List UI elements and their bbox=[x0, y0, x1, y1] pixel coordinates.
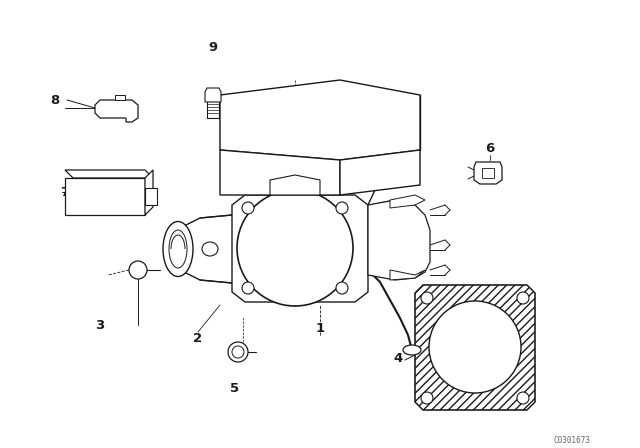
Polygon shape bbox=[65, 178, 145, 215]
Polygon shape bbox=[205, 88, 221, 102]
Circle shape bbox=[232, 346, 244, 358]
Ellipse shape bbox=[399, 270, 421, 277]
Polygon shape bbox=[115, 95, 125, 100]
Circle shape bbox=[421, 292, 433, 304]
Ellipse shape bbox=[399, 252, 421, 259]
Circle shape bbox=[517, 292, 529, 304]
Circle shape bbox=[242, 282, 254, 294]
Text: 6: 6 bbox=[485, 142, 495, 155]
Circle shape bbox=[336, 282, 348, 294]
Circle shape bbox=[421, 392, 433, 404]
Polygon shape bbox=[368, 200, 430, 280]
Polygon shape bbox=[232, 195, 368, 302]
Ellipse shape bbox=[399, 243, 421, 250]
Polygon shape bbox=[270, 175, 320, 195]
Ellipse shape bbox=[163, 221, 193, 276]
Polygon shape bbox=[220, 150, 340, 195]
Text: 8: 8 bbox=[51, 94, 60, 107]
Circle shape bbox=[517, 392, 529, 404]
Ellipse shape bbox=[399, 234, 421, 241]
Polygon shape bbox=[340, 150, 420, 195]
Polygon shape bbox=[65, 170, 153, 178]
Polygon shape bbox=[95, 100, 138, 122]
Circle shape bbox=[242, 202, 254, 214]
Polygon shape bbox=[145, 170, 153, 215]
Circle shape bbox=[228, 342, 248, 362]
Circle shape bbox=[237, 190, 353, 306]
Ellipse shape bbox=[399, 225, 421, 232]
Polygon shape bbox=[390, 270, 425, 280]
Polygon shape bbox=[415, 285, 535, 410]
Text: 4: 4 bbox=[394, 352, 403, 365]
Circle shape bbox=[429, 301, 521, 393]
Ellipse shape bbox=[399, 261, 421, 268]
Polygon shape bbox=[390, 195, 425, 208]
Polygon shape bbox=[474, 162, 502, 184]
Text: 7: 7 bbox=[60, 185, 70, 198]
Text: 9: 9 bbox=[209, 40, 218, 53]
Text: 5: 5 bbox=[230, 382, 239, 395]
Ellipse shape bbox=[399, 216, 421, 223]
Ellipse shape bbox=[403, 345, 421, 355]
Ellipse shape bbox=[169, 230, 187, 268]
Text: 1: 1 bbox=[316, 322, 324, 335]
Ellipse shape bbox=[202, 242, 218, 256]
Text: 3: 3 bbox=[95, 319, 104, 332]
Polygon shape bbox=[145, 188, 157, 205]
Polygon shape bbox=[482, 168, 494, 178]
Polygon shape bbox=[220, 80, 420, 160]
Text: C0301673: C0301673 bbox=[554, 435, 591, 444]
Text: 2: 2 bbox=[193, 332, 203, 345]
Circle shape bbox=[336, 202, 348, 214]
Circle shape bbox=[129, 261, 147, 279]
